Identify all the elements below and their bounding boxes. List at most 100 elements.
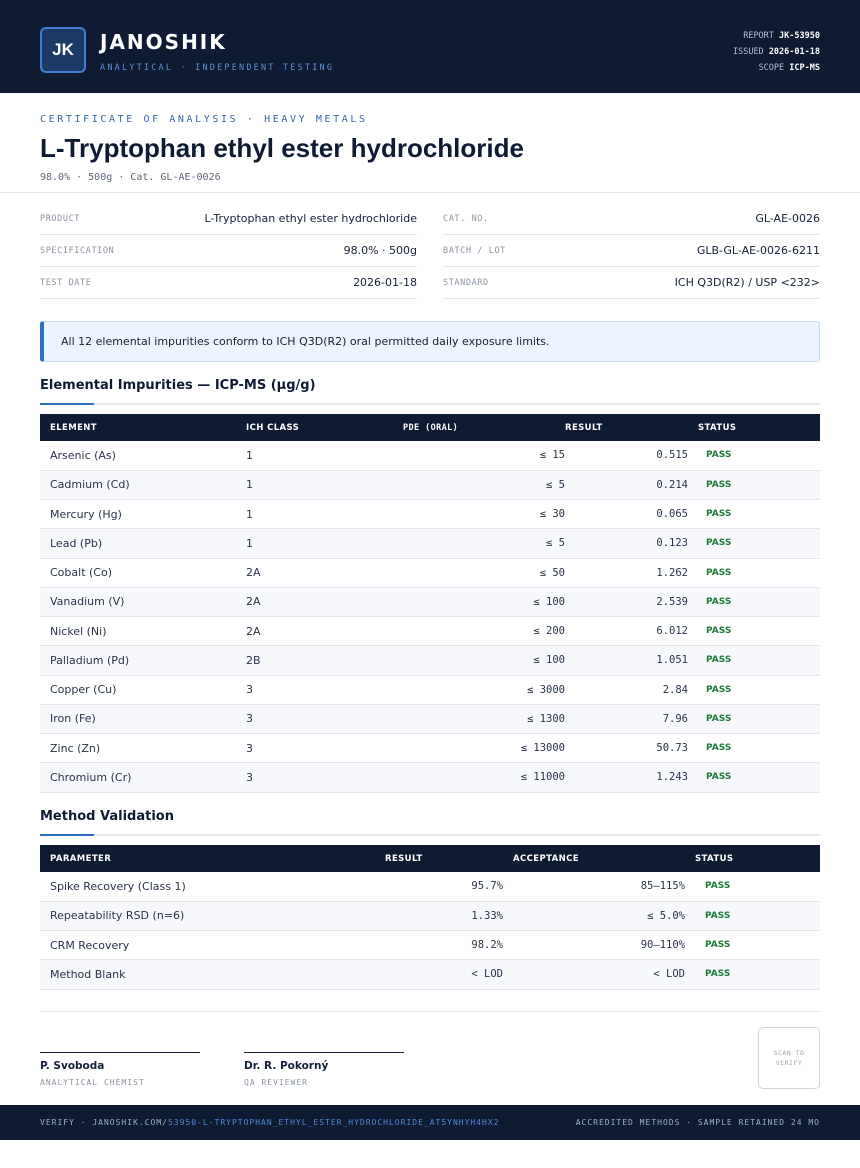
status-badge: PASS xyxy=(688,762,820,793)
impurities-table-body: Arsenic (As) 1 ≤ 15 0.515 PASS Cadmium (Cd) 1 ≤… xyxy=(40,441,820,793)
table-row: Iron (Fe) 3 ≤ 1300 7.96 PASS xyxy=(40,704,820,735)
status-badge: PASS xyxy=(688,616,820,647)
result-cell: 0.515 xyxy=(565,441,688,471)
section-divider xyxy=(40,834,820,836)
scope-label: SCOPE xyxy=(758,63,785,73)
status-badge: PASS xyxy=(688,441,820,471)
divider xyxy=(0,192,860,193)
report-footer: VERIFY · JANOSHIK.COM/53950-L-TRYPTOPHAN… xyxy=(0,1105,860,1140)
result-cell: < LOD xyxy=(385,959,503,990)
parameter-cell: Spike Recovery (Class 1) xyxy=(40,872,385,902)
parameter-cell: Method Blank xyxy=(40,959,385,990)
table-header-row: ELEMENT ICH CLASS PDE (ORAL) RESULT STAT… xyxy=(40,414,820,441)
table-row: CRM Recovery 98.2% 90–110% PASS xyxy=(40,930,820,961)
pde-cell: ≤ 100 xyxy=(403,587,565,618)
brand-tagline: ANALYTICAL · INDEPENDENT TESTING xyxy=(100,63,335,73)
section-accent xyxy=(40,834,94,836)
ich-class-cell: 2A xyxy=(246,616,403,647)
signatory-name: Dr. R. Pokorný xyxy=(244,1060,329,1072)
col-header-result: RESULT xyxy=(385,853,423,864)
col-header-parameter: PARAMETER xyxy=(50,853,112,864)
status-badge: PASS xyxy=(688,499,820,530)
signatory-role: ANALYTICAL CHEMIST xyxy=(40,1078,145,1087)
pde-cell: ≤ 50 xyxy=(403,558,565,588)
info-row-standard: STANDARD ICH Q3D(R2) / USP <232> xyxy=(443,267,820,299)
ich-class-cell: 3 xyxy=(246,704,403,735)
scan-to-verify-qr[interactable]: SCAN TO VERIFY xyxy=(758,1027,820,1089)
table-row: Vanadium (V) 2A ≤ 100 2.539 PASS xyxy=(40,587,820,618)
scope-value: ICP-MS xyxy=(789,63,820,73)
validation-table-body: Spike Recovery (Class 1) 95.7% 85–115% PASS… xyxy=(40,872,820,990)
status-badge: PASS xyxy=(688,733,820,764)
verify-url[interactable]: 53950-L-TRYPTOPHAN_ETHYL_ESTER_HYDROCHLO… xyxy=(167,1118,500,1127)
pde-cell: ≤ 100 xyxy=(403,645,565,676)
verify-prefix: VERIFY · JANOSHIK.COM/ xyxy=(40,1118,168,1127)
acceptance-cell: < LOD xyxy=(503,959,685,990)
element-cell: Lead (Pb) xyxy=(40,528,246,559)
info-row-batch: BATCH / LOT GLB-GL-AE-0026-6211 xyxy=(443,235,820,267)
page-title: L-Tryptophan ethyl ester hydrochloride xyxy=(40,133,524,163)
pde-cell: ≤ 1300 xyxy=(403,704,565,735)
report-header: JK JANOSHIK ANALYTICAL · INDEPENDENT TES… xyxy=(0,0,860,93)
status-badge: PASS xyxy=(688,470,820,501)
scope-row: SCOPE ICP-MS xyxy=(733,60,820,76)
impurities-section-title: Elemental Impurities — ICP-MS (µg/g) xyxy=(40,378,316,393)
issued-label: ISSUED xyxy=(732,47,764,57)
element-cell: Cobalt (Co) xyxy=(40,558,246,588)
status-badge: PASS xyxy=(688,558,820,588)
pde-cell: ≤ 5 xyxy=(403,528,565,559)
table-row: Nickel (Ni) 2A ≤ 200 6.012 PASS xyxy=(40,616,820,647)
section-divider xyxy=(40,403,820,405)
table-header-row: PARAMETER RESULT ACCEPTANCE STATUS xyxy=(40,845,820,872)
brand-name: JANOSHIK xyxy=(100,30,227,54)
element-cell: Nickel (Ni) xyxy=(40,616,246,647)
table-row: Palladium (Pd) 2B ≤ 100 1.051 PASS xyxy=(40,645,820,676)
table-row: Cobalt (Co) 2A ≤ 50 1.262 PASS xyxy=(40,558,820,588)
info-value: ICH Q3D(R2) / USP <232> xyxy=(674,276,820,289)
parameter-cell: CRM Recovery xyxy=(40,930,385,961)
pde-cell: ≤ 200 xyxy=(403,616,565,647)
issued-value: 2026-01-18 xyxy=(768,47,820,57)
info-row-cat-no: CAT. NO. GL-AE-0026 xyxy=(443,203,820,235)
table-row: Lead (Pb) 1 ≤ 5 0.123 PASS xyxy=(40,528,820,559)
info-label: BATCH / LOT xyxy=(443,245,506,256)
result-cell: 0.214 xyxy=(565,470,688,501)
ich-class-cell: 1 xyxy=(246,441,403,471)
pde-cell: ≤ 5 xyxy=(403,470,565,501)
pde-cell: ≤ 3000 xyxy=(403,675,565,705)
signature-line xyxy=(40,1052,200,1053)
element-cell: Iron (Fe) xyxy=(40,704,246,735)
table-row: Method Blank < LOD < LOD PASS xyxy=(40,959,820,990)
signature-block-reviewer: Dr. R. Pokorný QA REVIEWER xyxy=(244,1052,404,1087)
info-label: TEST DATE xyxy=(40,277,92,288)
element-cell: Palladium (Pd) xyxy=(40,645,246,676)
product-subline: 98.0% · 500g · Cat. GL-AE-0026 xyxy=(40,172,221,183)
ich-class-cell: 2B xyxy=(246,645,403,676)
col-header-pde: PDE (ORAL) xyxy=(403,422,459,433)
pde-cell: ≤ 30 xyxy=(403,499,565,530)
col-header-ich-class: ICH CLASS xyxy=(246,422,300,433)
info-value: 98.0% · 500g xyxy=(343,244,417,257)
status-badge: PASS xyxy=(685,901,820,932)
signature-block-chemist: P. Svoboda ANALYTICAL CHEMIST xyxy=(40,1052,200,1087)
section-accent xyxy=(40,403,94,405)
ich-class-cell: 2A xyxy=(246,587,403,618)
info-row-test-date: TEST DATE 2026-01-18 xyxy=(40,267,417,299)
verify-link[interactable]: VERIFY · JANOSHIK.COM/53950-L-TRYPTOPHAN… xyxy=(40,1118,500,1127)
info-grid-left: PRODUCT L-Tryptophan ethyl ester hydroch… xyxy=(40,203,417,299)
status-badge: PASS xyxy=(685,930,820,961)
element-cell: Arsenic (As) xyxy=(40,441,246,471)
report-id-label: REPORT xyxy=(743,31,774,41)
ich-class-cell: 3 xyxy=(246,733,403,764)
pde-cell: ≤ 11000 xyxy=(403,762,565,793)
pde-cell: ≤ 13000 xyxy=(403,733,565,764)
acceptance-cell: 90–110% xyxy=(503,930,685,961)
result-cell: 6.012 xyxy=(565,616,688,647)
info-grid-right: CAT. NO. GL-AE-0026 BATCH / LOT GLB-GL-A… xyxy=(443,203,820,299)
element-cell: Vanadium (V) xyxy=(40,587,246,618)
info-label: STANDARD xyxy=(443,277,489,288)
signatory-role: QA REVIEWER xyxy=(244,1078,308,1087)
status-badge: PASS xyxy=(688,587,820,618)
issued-row: ISSUED 2026-01-18 xyxy=(733,44,820,60)
result-cell: 0.065 xyxy=(565,499,688,530)
